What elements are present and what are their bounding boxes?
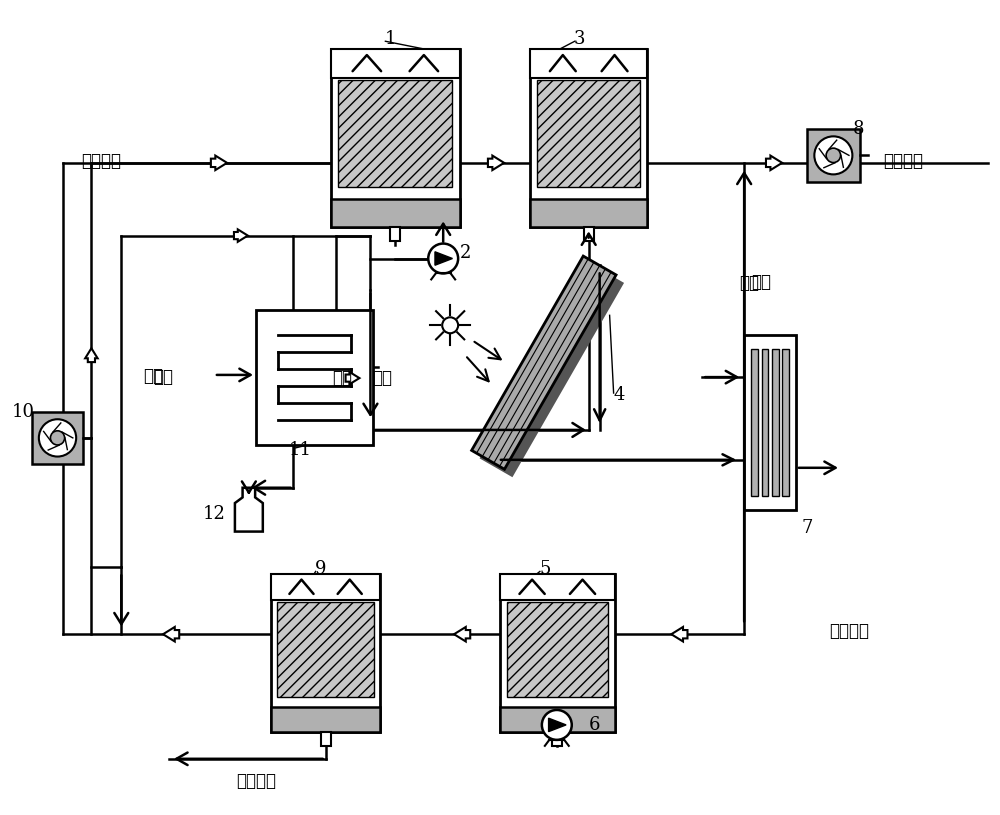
Bar — [390, 227, 400, 240]
Bar — [271, 575, 380, 732]
Bar — [772, 349, 779, 496]
Polygon shape — [211, 156, 227, 170]
Bar — [530, 49, 647, 227]
Bar — [331, 49, 460, 227]
Polygon shape — [671, 627, 687, 641]
Text: 海水: 海水 — [143, 367, 163, 385]
Bar — [552, 732, 562, 746]
Bar — [32, 412, 83, 464]
Bar — [744, 335, 796, 509]
Bar — [807, 129, 860, 182]
Bar — [500, 575, 615, 732]
Polygon shape — [454, 627, 470, 641]
Bar — [507, 602, 608, 697]
Circle shape — [428, 244, 458, 274]
Bar — [537, 81, 640, 187]
Circle shape — [814, 136, 852, 174]
Text: 海水: 海水 — [153, 368, 173, 386]
Text: 8: 8 — [853, 120, 865, 138]
Polygon shape — [480, 264, 624, 478]
Polygon shape — [549, 718, 566, 732]
Text: 室外空气: 室外空气 — [829, 622, 869, 641]
Polygon shape — [346, 372, 359, 385]
Bar — [256, 311, 373, 445]
Bar — [530, 199, 647, 227]
Text: 1: 1 — [385, 30, 396, 48]
Circle shape — [50, 431, 65, 445]
Text: 6: 6 — [589, 716, 600, 734]
Bar — [321, 732, 331, 746]
Bar — [338, 81, 452, 187]
Polygon shape — [163, 627, 179, 641]
Polygon shape — [234, 229, 248, 242]
Text: 10: 10 — [12, 403, 35, 421]
Text: 海水: 海水 — [739, 275, 759, 293]
Bar — [271, 575, 380, 601]
Text: 2: 2 — [459, 244, 471, 262]
Polygon shape — [235, 487, 263, 531]
Polygon shape — [488, 156, 504, 170]
Circle shape — [39, 419, 76, 456]
Bar — [530, 49, 647, 78]
Polygon shape — [85, 348, 98, 362]
Text: 海水排放: 海水排放 — [236, 772, 276, 790]
Bar — [500, 575, 615, 601]
Polygon shape — [472, 256, 616, 469]
Text: 9: 9 — [315, 561, 326, 579]
Bar — [331, 199, 460, 227]
Bar — [584, 227, 594, 240]
Text: 3: 3 — [574, 30, 585, 48]
Polygon shape — [435, 252, 452, 265]
Bar — [271, 707, 380, 732]
Circle shape — [542, 710, 572, 740]
Circle shape — [826, 148, 841, 162]
Text: 7: 7 — [801, 518, 813, 536]
Bar — [762, 349, 768, 496]
Circle shape — [442, 317, 458, 333]
Text: 5: 5 — [539, 561, 551, 579]
Text: 排风: 排风 — [372, 369, 392, 387]
Text: 新风送风: 新风送风 — [884, 152, 924, 170]
Bar — [782, 349, 789, 496]
Polygon shape — [766, 156, 782, 170]
Bar — [331, 49, 460, 78]
Bar — [500, 707, 615, 732]
Text: 海水: 海水 — [751, 273, 771, 292]
Bar — [277, 602, 374, 697]
Text: 11: 11 — [289, 441, 312, 459]
Text: 排风: 排风 — [333, 369, 353, 387]
Text: 4: 4 — [614, 386, 625, 404]
Text: 12: 12 — [203, 504, 225, 522]
Bar — [751, 349, 758, 496]
Text: 室外空气: 室外空气 — [81, 152, 121, 170]
